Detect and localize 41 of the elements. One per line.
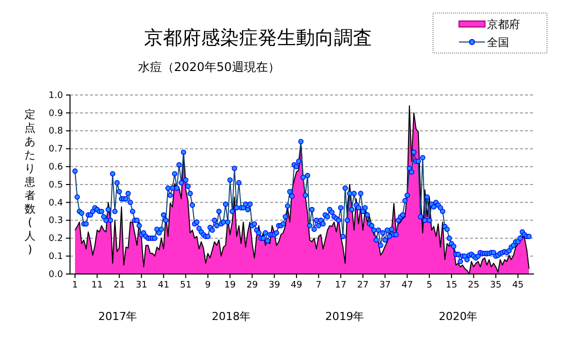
y-tick-label: 0.4 [48, 198, 64, 208]
y-tick-label: 0.7 [48, 144, 63, 155]
x-tick-label: 45 [512, 280, 524, 290]
y-tick-label: 0.1 [48, 252, 63, 262]
chart-title: 京都府感染症発生動向調査 [144, 27, 372, 49]
text: 2018年 [212, 310, 251, 323]
y-tick-label: 0.8 [48, 126, 64, 137]
x-tick-label: 19 [224, 280, 236, 290]
x-tick-label: 9 [205, 280, 212, 290]
x-tick-label: 41 [158, 280, 170, 290]
x-tick-label: 47 [401, 280, 413, 290]
text: 2020年 [438, 310, 478, 323]
x-tick-label: 15 [446, 280, 458, 290]
x-tick-label: 31 [136, 280, 148, 290]
text: 定点あたり患者数(人) [24, 108, 36, 256]
x-tick-label: 1 [72, 280, 78, 290]
x-tick-label: 39 [268, 280, 280, 290]
x-tick-label: 11 [91, 280, 103, 290]
y-tick-label: 0.2 [48, 234, 63, 244]
legend-label: 京都府 [487, 18, 520, 31]
x-tick-label: 25 [468, 280, 480, 290]
y-tick-label: 0.3 [48, 216, 63, 226]
x-tick-label: 27 [357, 280, 369, 290]
legend-label: 全国 [487, 36, 509, 49]
x-tick-label: 49 [290, 280, 302, 290]
x-tick-label: 37 [379, 280, 391, 290]
y-tick-label: 0.9 [48, 108, 64, 119]
y-tick-label: 0.5 [48, 180, 63, 190]
x-tick-label: 21 [114, 280, 126, 290]
x-tick-label: 7 [316, 280, 322, 290]
y-tick-label: 0.6 [48, 162, 64, 172]
text: 2019年 [325, 310, 364, 323]
x-tick-label: 35 [490, 280, 502, 290]
y-tick-label: 1.0 [48, 90, 64, 101]
x-tick-label: 51 [180, 280, 192, 290]
x-tick-label: 17 [335, 280, 346, 290]
x-tick-label: 5 [426, 280, 432, 290]
x-tick-label: 29 [246, 280, 258, 290]
text: 2017年 [98, 310, 138, 323]
chart-subtitle: 水痘（2020年50週現在） [138, 60, 280, 74]
y-tick-label: 0.0 [48, 270, 64, 280]
